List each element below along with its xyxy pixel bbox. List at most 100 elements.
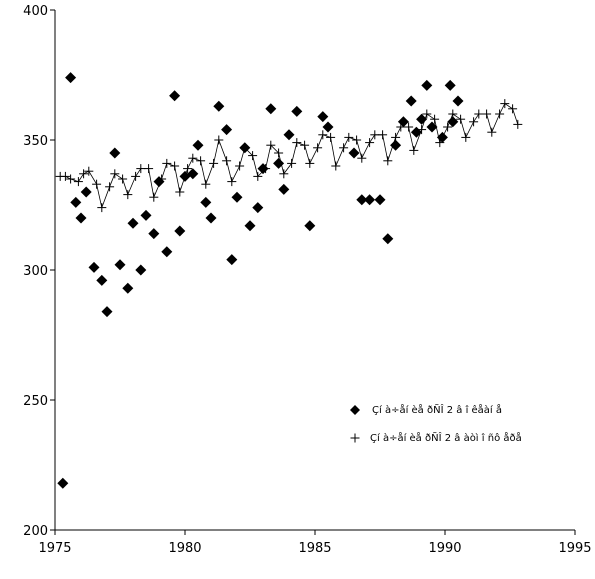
atmosphere-data-point <box>487 127 497 137</box>
x-tick-label: 1990 <box>428 541 461 556</box>
ocean-data-point <box>390 139 402 151</box>
atmosphere-data-point <box>105 182 115 192</box>
atmosphere-data-point <box>482 109 492 119</box>
ocean-data-point <box>397 116 409 128</box>
atmosphere-data-point <box>422 109 432 119</box>
atmosphere-data-point <box>84 166 94 176</box>
ocean-data-point <box>421 79 433 91</box>
atmosphere-data-point <box>279 169 289 179</box>
ocean-data-point <box>221 124 233 136</box>
atmosphere-data-point <box>188 153 198 163</box>
atmosphere-data-point <box>456 114 466 124</box>
ocean-data-point <box>426 121 438 133</box>
atmosphere-data-point <box>131 171 141 181</box>
x-tick-label: 1995 <box>558 541 591 556</box>
atmosphere-data-point <box>92 179 102 189</box>
atmosphere-data-point <box>149 192 159 202</box>
atmosphere-data-point <box>461 132 471 142</box>
ocean-data-point <box>161 246 173 258</box>
atmosphere-data-point <box>222 156 232 166</box>
atmosphere-data-point <box>404 122 414 132</box>
atmosphere-data-point <box>448 109 458 119</box>
atmosphere-data-point <box>435 138 445 148</box>
ocean-data-point <box>356 194 368 206</box>
atmosphere-data-point <box>136 164 146 174</box>
atmosphere-data-point <box>344 132 354 142</box>
x-tick-label: 1985 <box>298 541 331 556</box>
atmosphere-data-point <box>352 135 362 145</box>
ocean-data-point <box>231 191 243 203</box>
ocean-data-point <box>405 95 417 107</box>
atmosphere-data-point <box>513 119 523 129</box>
ocean-data-point <box>322 121 334 133</box>
ocean-data-point <box>75 212 87 224</box>
y-tick-label: 350 <box>23 134 48 149</box>
legend-diamond-icon <box>350 405 360 415</box>
ocean-data-point <box>135 264 147 276</box>
atmosphere-data-point <box>274 148 284 158</box>
ocean-data-point <box>447 116 459 128</box>
atmosphere-data-point <box>365 138 375 148</box>
atmosphere-data-point <box>209 158 219 168</box>
atmosphere-data-point <box>118 174 128 184</box>
atmosphere-data-point <box>508 104 518 114</box>
atmosphere-data-point <box>73 177 83 187</box>
ocean-data-point <box>122 282 134 294</box>
atmosphere-data-point <box>409 145 419 155</box>
atmosphere-data-point <box>261 164 271 174</box>
atmosphere-data-point <box>123 190 133 200</box>
atmosphere-data-point <box>396 122 406 132</box>
legend-plus-icon <box>350 433 360 443</box>
atmosphere-data-point <box>474 109 484 119</box>
atmosphere-data-point <box>430 114 440 124</box>
ocean-data-point <box>348 147 360 159</box>
atmosphere-data-point <box>235 161 245 171</box>
atmosphere-data-point <box>60 171 70 181</box>
y-tick-label: 250 <box>23 394 48 409</box>
legend-label: Çí à÷åí èå ðÑÎ 2 â î êåàí å <box>372 403 502 416</box>
atmosphere-data-point <box>357 153 367 163</box>
series-marks <box>55 72 523 489</box>
ocean-data-point <box>192 139 204 151</box>
atmosphere-data-point <box>157 174 167 184</box>
ocean-data-point <box>205 212 217 224</box>
atmosphere-data-point <box>66 174 76 184</box>
ocean-data-point <box>174 225 186 237</box>
atmosphere-data-point <box>196 156 206 166</box>
y-tick-label: 300 <box>23 264 48 279</box>
atmosphere-data-point <box>326 132 336 142</box>
ocean-data-point <box>444 79 456 91</box>
x-tick-label: 1980 <box>168 541 201 556</box>
atmosphere-data-point <box>500 99 510 109</box>
atmosphere-data-point <box>240 143 250 153</box>
ocean-data-point <box>114 259 126 271</box>
atmosphere-data-point <box>339 143 349 153</box>
ocean-data-point <box>148 228 160 240</box>
atmosphere-data-point <box>97 203 107 213</box>
x-tick-label: 1975 <box>38 541 71 556</box>
ocean-data-point <box>436 131 448 143</box>
y-axis-ticks: 200 250 300 350 400 <box>23 4 55 539</box>
ocean-data-point <box>452 95 464 107</box>
ocean-data-point <box>169 90 181 102</box>
ocean-data-point <box>65 72 77 84</box>
atmosphere-data-point <box>318 130 328 140</box>
atmosphere-data-point <box>383 156 393 166</box>
axes <box>54 10 575 531</box>
atmosphere-data-point <box>170 161 180 171</box>
atmosphere-data-point <box>378 130 388 140</box>
ocean-data-point <box>278 183 290 195</box>
ocean-data-point <box>252 202 264 214</box>
ocean-data-point <box>364 194 376 206</box>
atmosphere-data-point <box>253 171 263 181</box>
atmosphere-data-point <box>417 125 427 135</box>
ocean-data-point <box>57 477 69 489</box>
ocean-data-point <box>88 261 100 273</box>
atmosphere-data-point <box>300 140 310 150</box>
atmosphere-data-point <box>214 135 224 145</box>
ocean-data-point <box>374 194 386 206</box>
atmosphere-data-point <box>313 143 323 153</box>
ocean-data-point <box>226 254 238 266</box>
atmosphere-data-point <box>79 169 89 179</box>
ocean-data-point <box>153 176 165 188</box>
